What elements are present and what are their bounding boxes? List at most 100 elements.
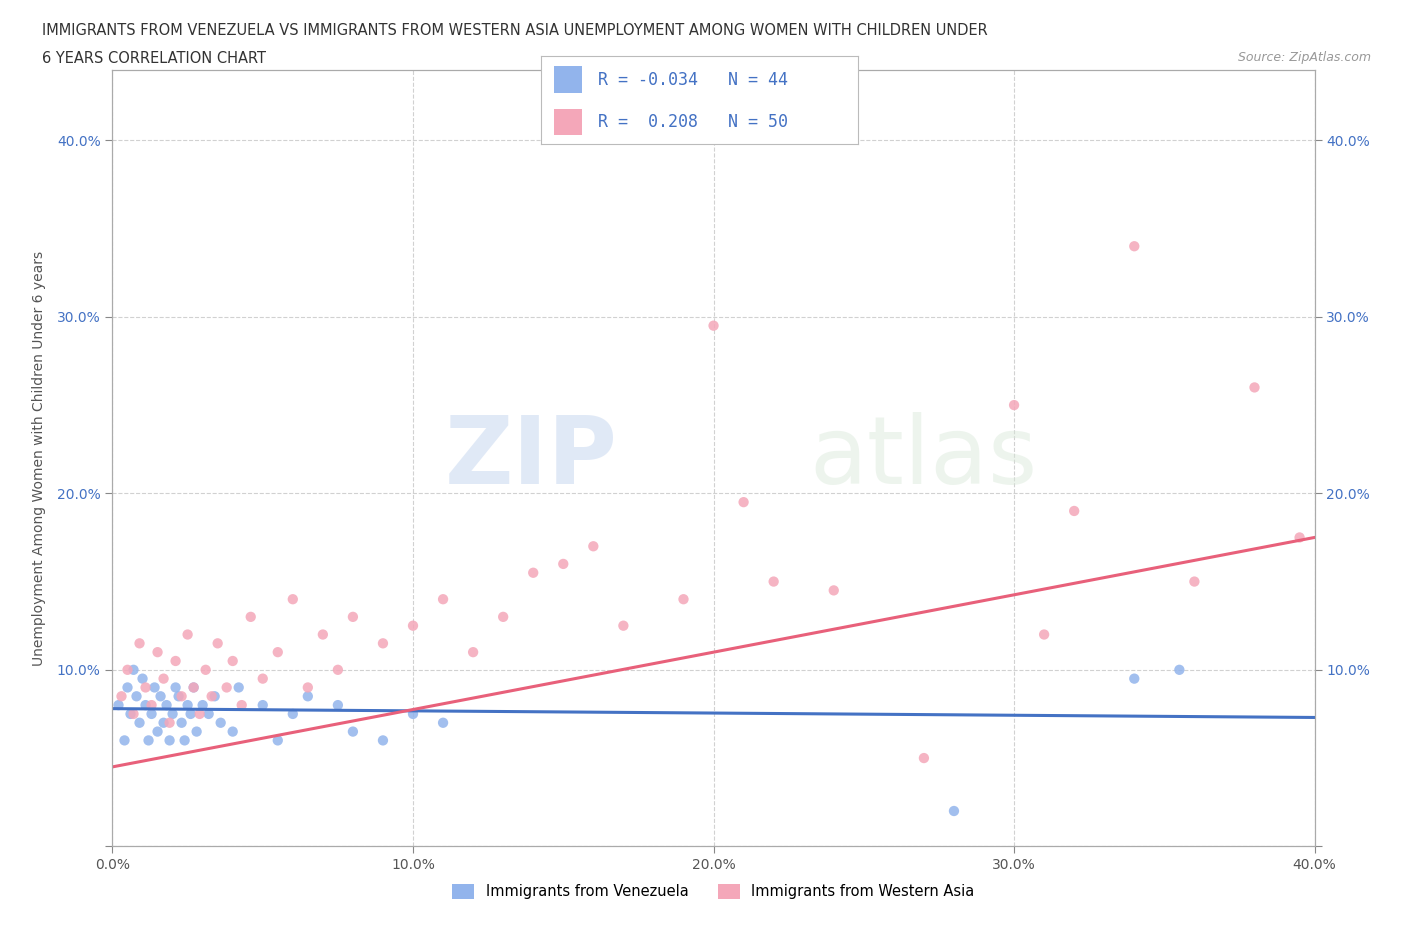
Point bbox=[201, 689, 224, 704]
Point bbox=[173, 733, 195, 748]
Point bbox=[162, 707, 184, 722]
Point bbox=[326, 662, 349, 677]
Point bbox=[1184, 574, 1206, 589]
Point bbox=[138, 733, 160, 748]
Point bbox=[170, 715, 193, 730]
Point bbox=[207, 636, 229, 651]
Point bbox=[131, 671, 153, 686]
Point bbox=[146, 644, 169, 659]
Point bbox=[122, 707, 145, 722]
Text: R =  0.208   N = 50: R = 0.208 N = 50 bbox=[599, 113, 789, 131]
Point bbox=[186, 724, 208, 739]
Point bbox=[281, 707, 304, 722]
Point bbox=[183, 680, 205, 695]
Point bbox=[135, 698, 157, 712]
Point bbox=[672, 591, 695, 606]
Point bbox=[165, 680, 187, 695]
Point bbox=[107, 698, 129, 712]
Point bbox=[197, 707, 219, 722]
Point bbox=[252, 671, 274, 686]
Point bbox=[267, 644, 290, 659]
Bar bbox=[554, 109, 582, 136]
Point bbox=[141, 698, 163, 712]
Point bbox=[733, 495, 755, 510]
Point bbox=[222, 654, 245, 669]
Point bbox=[823, 583, 845, 598]
Point bbox=[297, 680, 319, 695]
Point bbox=[143, 680, 166, 695]
Point bbox=[176, 698, 198, 712]
Point bbox=[371, 733, 394, 748]
Text: R = -0.034   N = 44: R = -0.034 N = 44 bbox=[599, 71, 789, 88]
Point bbox=[110, 689, 132, 704]
Point bbox=[141, 707, 163, 722]
Point bbox=[342, 724, 364, 739]
Point bbox=[176, 627, 198, 642]
Point bbox=[492, 609, 515, 624]
Point bbox=[167, 689, 190, 704]
Point bbox=[120, 707, 142, 722]
Legend: Immigrants from Venezuela, Immigrants from Western Asia: Immigrants from Venezuela, Immigrants fr… bbox=[447, 878, 980, 905]
Point bbox=[180, 707, 202, 722]
Text: IMMIGRANTS FROM VENEZUELA VS IMMIGRANTS FROM WESTERN ASIA UNEMPLOYMENT AMONG WOM: IMMIGRANTS FROM VENEZUELA VS IMMIGRANTS … bbox=[42, 23, 988, 38]
Point bbox=[135, 680, 157, 695]
Point bbox=[191, 698, 214, 712]
Point bbox=[1168, 662, 1191, 677]
Point bbox=[228, 680, 250, 695]
Point bbox=[1063, 503, 1085, 518]
Point bbox=[297, 689, 319, 704]
Point bbox=[1002, 398, 1025, 413]
Point bbox=[402, 707, 425, 722]
Point bbox=[612, 618, 634, 633]
Point bbox=[942, 804, 965, 818]
Point bbox=[1033, 627, 1056, 642]
Point bbox=[209, 715, 232, 730]
Point bbox=[146, 724, 169, 739]
Point bbox=[912, 751, 935, 765]
Point bbox=[312, 627, 335, 642]
Bar bbox=[554, 66, 582, 93]
Point bbox=[159, 733, 181, 748]
Point bbox=[326, 698, 349, 712]
Y-axis label: Unemployment Among Women with Children Under 6 years: Unemployment Among Women with Children U… bbox=[32, 250, 45, 666]
Point bbox=[402, 618, 425, 633]
Point bbox=[149, 689, 172, 704]
Point bbox=[762, 574, 785, 589]
Point bbox=[122, 662, 145, 677]
Point bbox=[582, 538, 605, 553]
Text: ZIP: ZIP bbox=[444, 412, 617, 504]
Point bbox=[128, 715, 150, 730]
Point bbox=[252, 698, 274, 712]
Point bbox=[125, 689, 148, 704]
Point bbox=[553, 556, 575, 571]
Text: 6 YEARS CORRELATION CHART: 6 YEARS CORRELATION CHART bbox=[42, 51, 266, 66]
Point bbox=[1123, 671, 1146, 686]
Point bbox=[117, 680, 139, 695]
Point bbox=[188, 707, 211, 722]
Point bbox=[165, 654, 187, 669]
Point bbox=[461, 644, 484, 659]
Point bbox=[152, 671, 174, 686]
Point bbox=[170, 689, 193, 704]
Point bbox=[155, 698, 177, 712]
Point bbox=[152, 715, 174, 730]
Point bbox=[1123, 239, 1146, 254]
Point bbox=[128, 636, 150, 651]
Point bbox=[281, 591, 304, 606]
Point bbox=[432, 715, 454, 730]
Point bbox=[371, 636, 394, 651]
Point bbox=[215, 680, 238, 695]
Text: Source: ZipAtlas.com: Source: ZipAtlas.com bbox=[1237, 51, 1371, 64]
Point bbox=[231, 698, 253, 712]
Point bbox=[1243, 380, 1265, 395]
Point bbox=[204, 689, 226, 704]
Point bbox=[702, 318, 725, 333]
Point bbox=[222, 724, 245, 739]
Text: atlas: atlas bbox=[810, 412, 1038, 504]
Point bbox=[522, 565, 544, 580]
Point bbox=[1288, 530, 1310, 545]
Point bbox=[342, 609, 364, 624]
Point bbox=[159, 715, 181, 730]
Point bbox=[432, 591, 454, 606]
Point bbox=[114, 733, 136, 748]
